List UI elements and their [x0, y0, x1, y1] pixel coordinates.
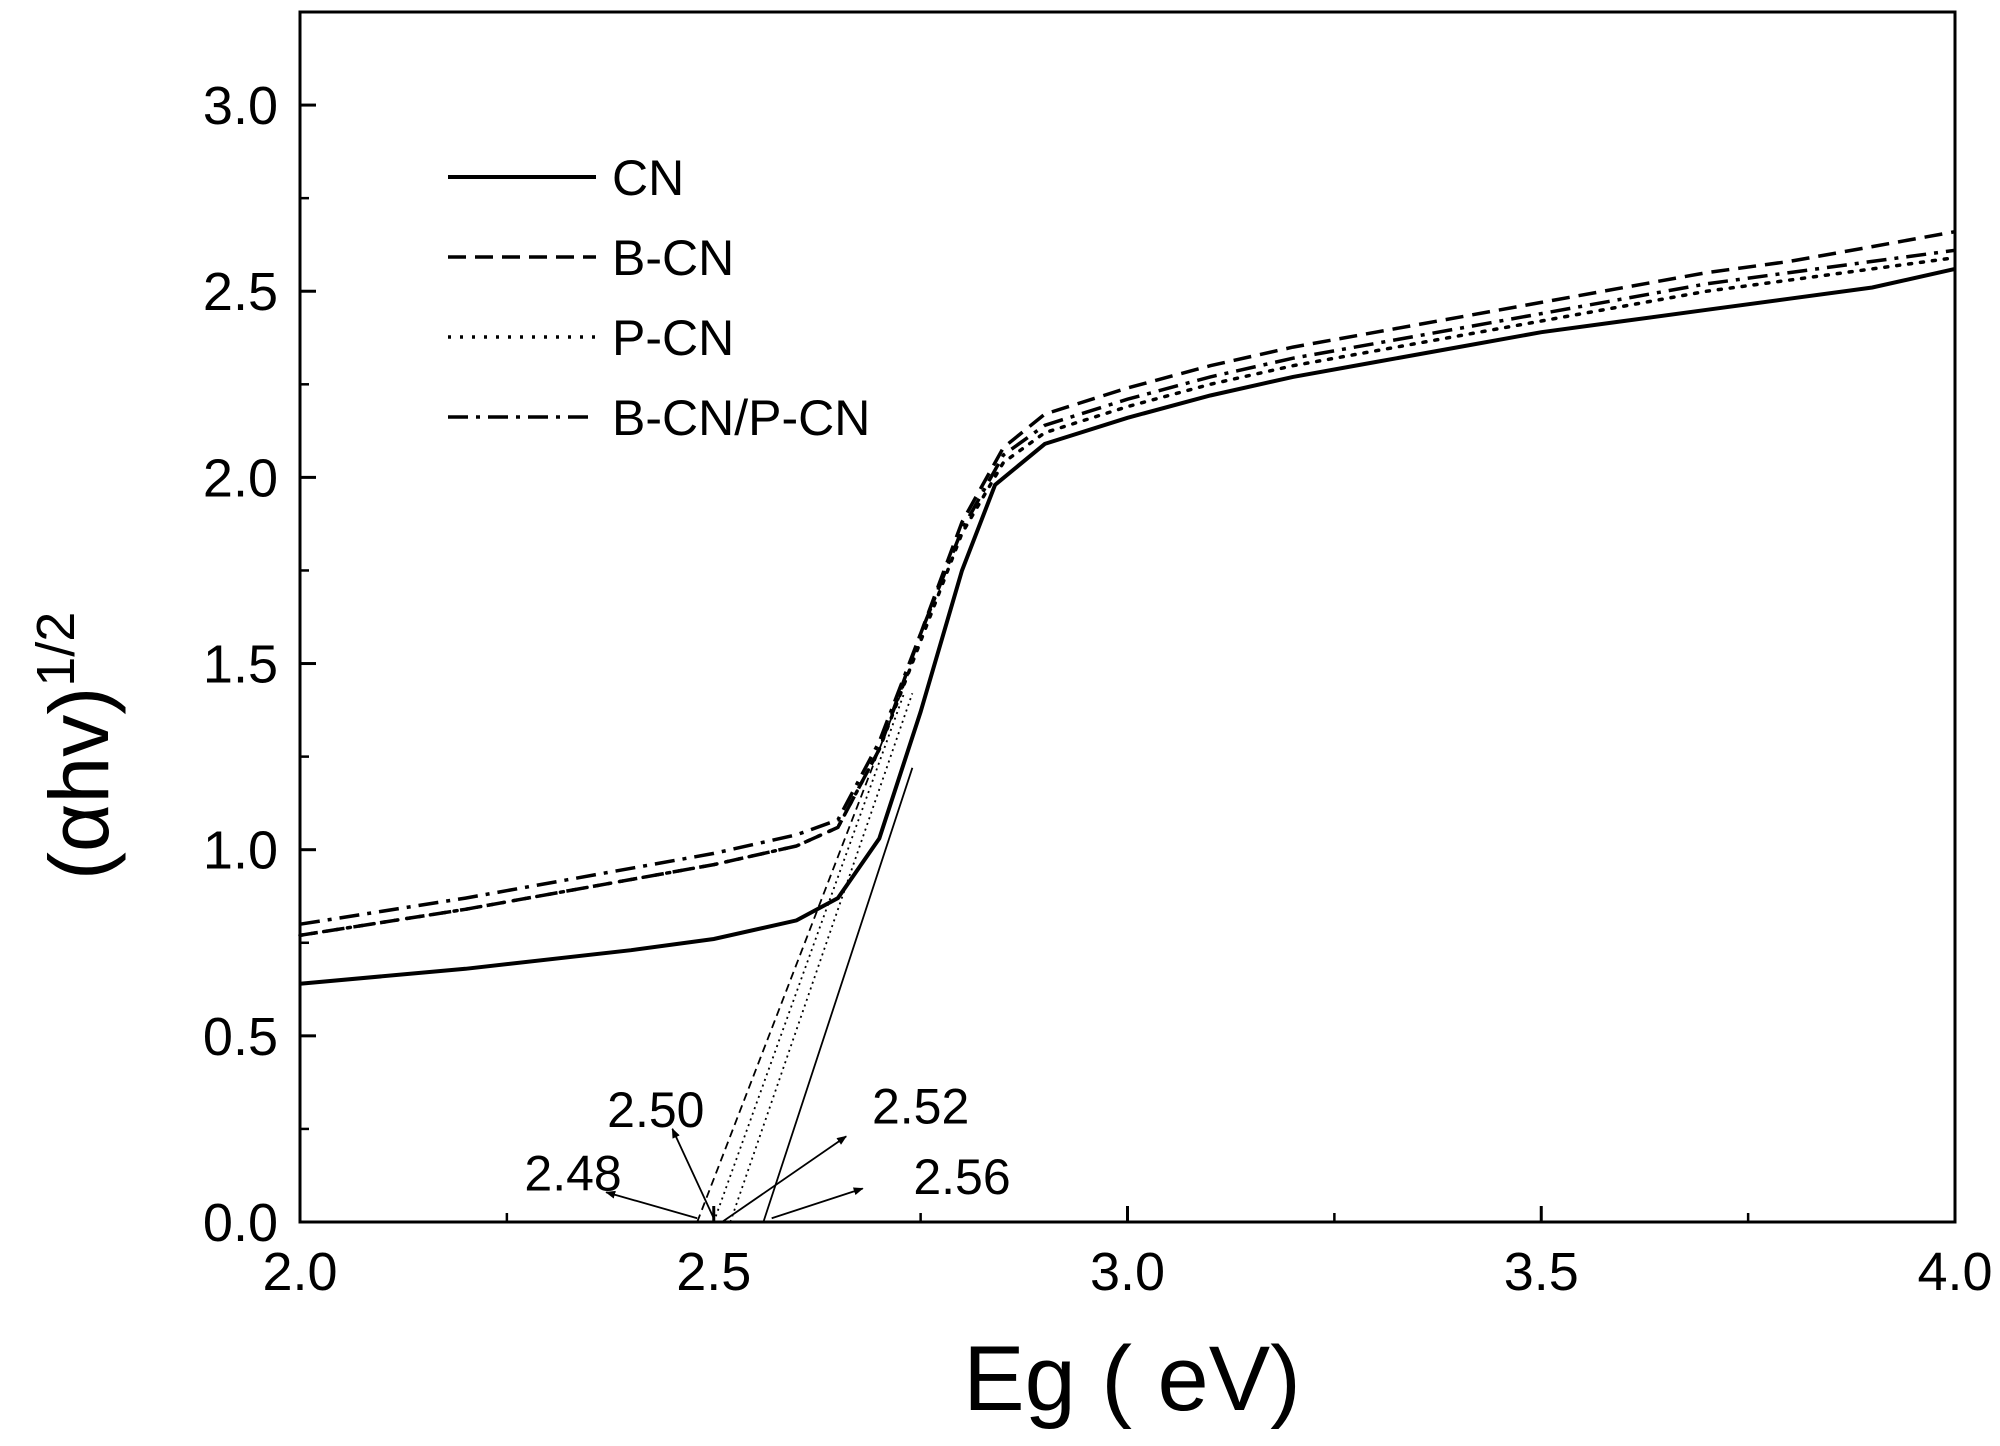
x-tick-label: 2.5 [676, 1242, 751, 1302]
tangent-line-p-cn [729, 693, 914, 1223]
tangent-line-b-cn-p-cn [712, 693, 905, 1223]
x-tick-label: 3.5 [1504, 1242, 1579, 1302]
y-tick-label: 0.0 [203, 1193, 278, 1253]
y-axis-title: (αhv)1/2 [26, 612, 126, 880]
annotation-arrow-2-56 [771, 1187, 864, 1220]
y-tick-label: 2.0 [203, 448, 278, 508]
plot-frame [298, 10, 1957, 1224]
annotation-arrow-2-50 [671, 1128, 715, 1219]
x-axis-title: Eg ( eV) [963, 1328, 1300, 1430]
legend-label-b-cn: B-CN [612, 230, 734, 286]
annotation-label-2-56: 2.56 [913, 1149, 1010, 1205]
series-line-b-cn-p-cn [299, 248, 1956, 926]
tangent-line-cn [762, 767, 914, 1223]
tangent-line-b-cn [696, 663, 914, 1223]
legend-label-b-cn-p-cn: B-CN/P-CN [612, 390, 870, 446]
y-tick-label: 3.0 [203, 76, 278, 136]
y-tick-label: 1.5 [203, 635, 278, 695]
legend-label-cn: CN [612, 150, 684, 206]
legend-label-p-cn: P-CN [612, 310, 734, 366]
x-tick-label: 3.0 [1090, 1242, 1165, 1302]
annotation-label-2-48: 2.48 [524, 1146, 621, 1202]
y-tick-label: 2.5 [203, 262, 278, 322]
annotation-arrow-2-48 [605, 1190, 698, 1220]
series-line-p-cn [298, 255, 1957, 938]
series-line-b-cn [299, 229, 1956, 938]
annotation-label-2-50: 2.50 [607, 1082, 704, 1138]
x-tick-label: 2.0 [262, 1242, 337, 1302]
x-tick-label: 4.0 [1917, 1242, 1992, 1302]
series-line-cn [299, 266, 1956, 986]
annotation-label-2-52: 2.52 [872, 1079, 969, 1135]
y-tick-label: 1.0 [203, 821, 278, 881]
annotation-arrow-2-52 [721, 1135, 847, 1223]
y-axis-title-group: (αhv)1/2 [26, 612, 126, 880]
y-tick-label: 0.5 [203, 1007, 278, 1067]
